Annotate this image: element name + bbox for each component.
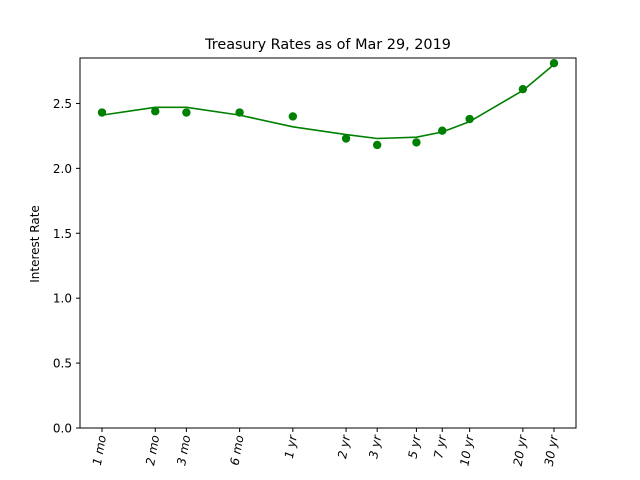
x-tick-label: 7 yr — [431, 433, 449, 460]
plot-frame — [79, 57, 577, 429]
x-tick-label: 30 yr — [542, 433, 561, 467]
data-point-2mo — [151, 107, 160, 116]
x-tick-label: 20 yr — [511, 433, 530, 467]
y-tick-label: 0.5 — [53, 357, 72, 371]
data-point-6mo — [235, 108, 244, 117]
data-point-7yr — [438, 126, 447, 135]
data-point-5yr — [412, 138, 421, 147]
data-point-10yr — [465, 114, 474, 124]
x-tick-label: 2 mo — [143, 434, 162, 466]
x-tick-label: 1 yr — [282, 433, 300, 460]
y-axis-label: Interest Rate — [28, 205, 42, 283]
data-point-1mo — [97, 108, 107, 117]
data-point-3mo — [182, 108, 191, 117]
y-tick-label: 1.0 — [53, 292, 72, 306]
y-tick-label: 2.5 — [53, 97, 72, 111]
x-tick-label: 3 mo — [174, 434, 193, 466]
y-tick-label: 1.5 — [53, 227, 72, 241]
x-tick-label: 5 yr — [406, 433, 424, 460]
y-tick-label: 0.0 — [53, 422, 72, 436]
data-point-3yr — [372, 140, 382, 150]
y-tick-label: 2.0 — [53, 162, 72, 176]
chart-title: Treasury Rates as of Mar 29, 2019 — [204, 37, 451, 53]
data-point-30yr — [549, 58, 559, 68]
data-point-1yr — [288, 112, 298, 121]
data-point-20yr — [518, 84, 528, 94]
x-tick-label: 10 yr — [457, 433, 476, 467]
axes: 0.0 0.5 1.0 1.5 2.0 2.5 1 mo 2 mo 3 mo 6 mo 1 yr 2 … — [53, 57, 577, 467]
plot-area — [97, 58, 559, 150]
x-tick-label: 3 yr — [366, 433, 384, 460]
fit-line — [101, 63, 555, 140]
x-tick-label: 6 mo — [227, 434, 246, 466]
x-tick-label: 2 yr — [335, 433, 353, 460]
x-tick-label: 1 mo — [90, 434, 109, 466]
data-point-2yr — [341, 134, 351, 143]
